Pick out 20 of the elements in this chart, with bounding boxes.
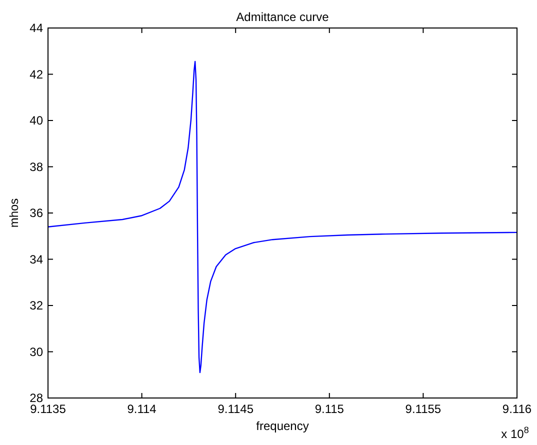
- y-tick-label: 38: [30, 160, 44, 174]
- x-tick-label: 9.1145: [218, 402, 254, 416]
- x-tick-label: 9.116: [502, 402, 532, 416]
- y-tick-label: 42: [30, 67, 44, 82]
- y-tick-label: 44: [30, 21, 44, 35]
- chart-title: Admittance curve: [236, 10, 330, 24]
- line-series: [48, 60, 517, 374]
- y-tick-label: 34: [30, 252, 44, 266]
- x-tick-label: 9.1135: [30, 402, 66, 416]
- text: x 10$^{8}$: [501, 425, 529, 441]
- y-tick-label: 28: [30, 391, 44, 405]
- y-tick-label: 30: [30, 344, 44, 359]
- y-tick-label: 40: [30, 114, 44, 128]
- x-tick-label: 9.115: [314, 402, 344, 416]
- y-tick-label: 36: [30, 206, 44, 220]
- x-axis-title: frequency: [256, 419, 309, 433]
- x-tick-label: 9.114: [127, 402, 157, 416]
- y-tick-label: 32: [30, 298, 44, 312]
- x-tick-label: 9.1155: [405, 402, 442, 416]
- y-axis-title: mhos: [7, 198, 21, 228]
